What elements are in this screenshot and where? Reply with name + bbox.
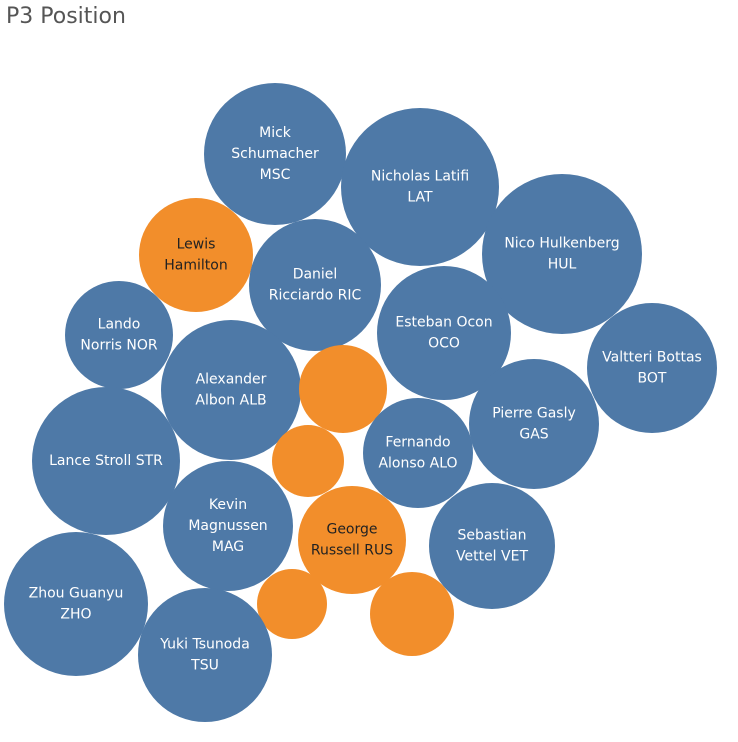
- bubble-label: LAT: [407, 190, 433, 206]
- bubble-13: [363, 398, 473, 508]
- bubble-label: Valtteri Bottas: [602, 350, 702, 366]
- bubble-label: Lewis: [177, 237, 216, 253]
- bubble-label: Albon ALB: [195, 393, 266, 409]
- bubble-label: Lance Stroll STR: [49, 453, 163, 469]
- bubble-12: [272, 425, 344, 497]
- bubble-label: Sebastian: [457, 528, 526, 544]
- bubble-label: TSU: [190, 658, 219, 674]
- bubble-label: BOT: [638, 371, 667, 387]
- bubble-label: MSC: [260, 167, 291, 183]
- bubble-2: [139, 198, 253, 312]
- bubble-label: Esteban Ocon: [395, 315, 492, 331]
- bubble-label: Kevin: [209, 497, 247, 513]
- bubble-label: GAS: [519, 427, 548, 443]
- bubble-label: George: [326, 522, 377, 538]
- bubble-19: [370, 572, 454, 656]
- bubble-label: Yuki Tsunoda: [159, 637, 250, 653]
- bubble-3: [249, 219, 381, 351]
- bubble-label: Nico Hulkenberg: [504, 236, 619, 252]
- bubble-label: Fernando: [385, 435, 450, 451]
- bubble-4: [482, 174, 642, 334]
- bubble-11: [32, 387, 180, 535]
- bubble-label: Pierre Gasly: [492, 406, 576, 422]
- bubble-label: Russell RUS: [311, 543, 393, 559]
- bubble-label: Mick: [259, 125, 292, 141]
- bubble-label: ZHO: [60, 607, 91, 623]
- bubble-label: Vettel VET: [456, 549, 528, 565]
- bubble-label: Zhou Guanyu: [29, 586, 124, 602]
- bubble-label: HUL: [548, 257, 577, 273]
- bubble-label: Alexander: [196, 372, 267, 388]
- bubble-label: Ricciardo RIC: [269, 288, 362, 304]
- bubble-label: Alonso ALO: [378, 456, 457, 472]
- bubble-9: [299, 345, 387, 433]
- chart-title: P3 Position: [6, 4, 126, 29]
- bubble-10: [469, 359, 599, 489]
- bubble-label: Magnussen: [188, 518, 267, 534]
- bubble-label: OCO: [428, 336, 460, 352]
- bubble-label: Lando: [98, 317, 141, 333]
- bubble-7: [587, 303, 717, 433]
- bubble-label: Norris NOR: [80, 338, 157, 354]
- bubble-label: Nicholas Latifi: [371, 169, 469, 185]
- bubble-label: Schumacher: [231, 146, 319, 162]
- bubble-1: [341, 108, 499, 266]
- bubble-20: [138, 588, 272, 722]
- bubble-8: [161, 320, 301, 460]
- bubble-18: [257, 569, 327, 639]
- bubble-15: [298, 486, 406, 594]
- bubble-17: [4, 532, 148, 676]
- bubble-5: [65, 281, 173, 389]
- bubble-label: Daniel: [293, 267, 338, 283]
- bubble-label: Hamilton: [164, 258, 227, 274]
- bubble-6: [377, 266, 511, 400]
- bubble-label: MAG: [212, 539, 244, 555]
- bubble-14: [163, 461, 293, 591]
- bubble-0: [204, 83, 346, 225]
- bubble-16: [429, 483, 555, 609]
